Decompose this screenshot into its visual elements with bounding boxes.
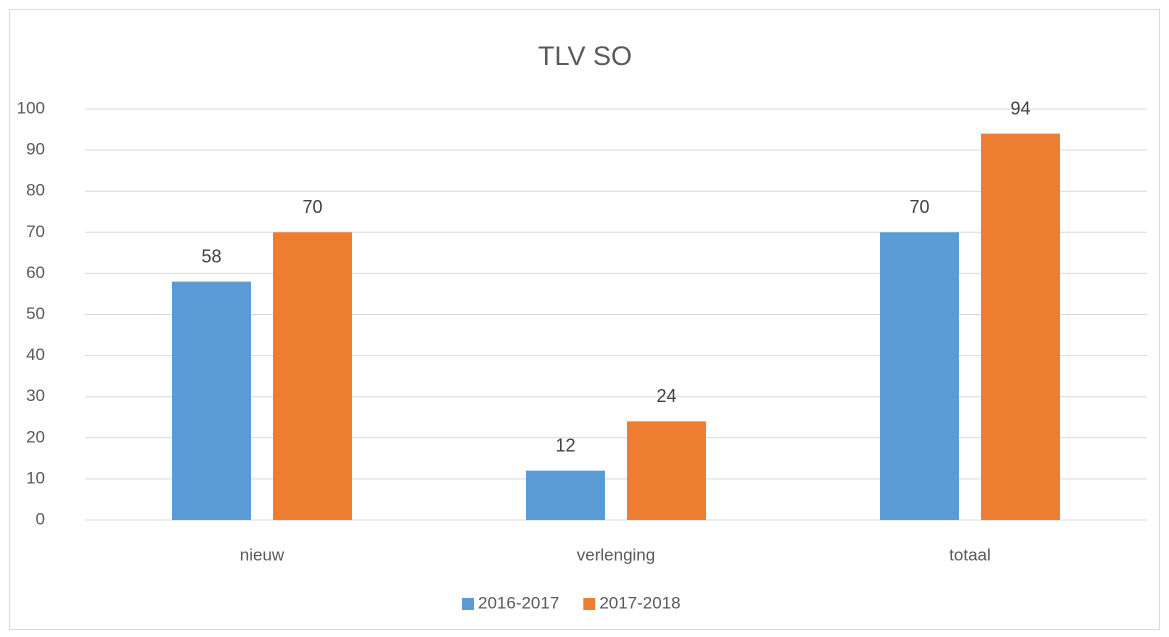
bar <box>526 470 605 520</box>
y-tick-label: 20 <box>26 427 45 446</box>
data-label: 70 <box>909 197 929 217</box>
y-tick-label: 30 <box>26 386 45 405</box>
chart-title: TLV SO <box>538 41 632 71</box>
bar <box>172 281 251 520</box>
y-tick-label: 70 <box>26 222 45 241</box>
x-tick-label: nieuw <box>240 545 285 564</box>
y-tick-label: 0 <box>36 509 45 528</box>
data-label: 12 <box>555 435 575 455</box>
legend-swatch <box>583 598 596 610</box>
bar <box>880 232 959 521</box>
data-label: 94 <box>1010 98 1030 118</box>
bar <box>273 232 352 521</box>
y-tick-label: 100 <box>17 98 45 117</box>
data-label: 70 <box>302 197 322 217</box>
y-tick-label: 50 <box>26 304 45 323</box>
y-tick-label: 90 <box>26 140 45 159</box>
y-tick-label: 40 <box>26 345 45 364</box>
bar <box>981 133 1060 520</box>
x-tick-label: verlenging <box>577 545 655 564</box>
legend-label: 2017-2018 <box>599 593 680 612</box>
x-tick-label: totaal <box>949 545 991 564</box>
y-tick-label: 10 <box>26 468 45 487</box>
legend-swatch <box>462 598 474 610</box>
y-tick-label: 60 <box>26 263 45 282</box>
legend-label: 2016-2017 <box>478 593 559 612</box>
bar <box>627 421 706 520</box>
data-label: 24 <box>656 386 676 406</box>
y-tick-label: 80 <box>26 181 45 200</box>
data-label: 58 <box>201 246 221 266</box>
